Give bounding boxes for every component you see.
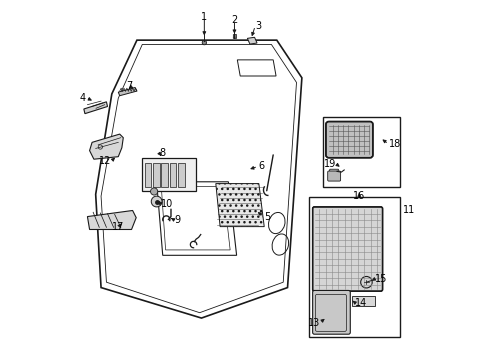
Bar (144, 163, 151, 187)
FancyBboxPatch shape (312, 291, 349, 334)
Bar (351, 296, 375, 306)
Text: 1: 1 (201, 12, 207, 22)
Bar (142, 158, 196, 191)
Text: 8: 8 (159, 148, 165, 158)
Polygon shape (89, 134, 123, 159)
Bar (153, 163, 159, 187)
Polygon shape (83, 102, 107, 114)
Polygon shape (87, 211, 136, 229)
Text: 10: 10 (161, 199, 173, 210)
Bar (323, 117, 400, 187)
Polygon shape (247, 37, 257, 44)
Text: 3: 3 (255, 21, 261, 31)
Text: 6: 6 (258, 161, 264, 171)
Text: 18: 18 (388, 139, 400, 149)
Bar (308, 197, 400, 337)
Bar (161, 163, 167, 187)
Circle shape (151, 196, 162, 207)
Text: 5: 5 (264, 212, 270, 221)
Circle shape (202, 41, 206, 45)
Text: 15: 15 (375, 274, 387, 284)
FancyBboxPatch shape (327, 171, 340, 181)
Bar (178, 163, 184, 187)
Text: 19: 19 (323, 159, 335, 169)
Polygon shape (328, 169, 338, 174)
Text: 12: 12 (99, 156, 111, 166)
Bar (233, 34, 235, 39)
Text: 17: 17 (112, 222, 124, 232)
FancyBboxPatch shape (325, 122, 372, 158)
Text: 9: 9 (174, 215, 181, 225)
Bar (169, 163, 176, 187)
Text: 13: 13 (307, 318, 319, 328)
Text: 11: 11 (402, 206, 414, 216)
Text: 16: 16 (352, 191, 365, 201)
FancyBboxPatch shape (312, 207, 382, 291)
Text: 14: 14 (354, 298, 366, 308)
Circle shape (150, 188, 158, 195)
Text: 4: 4 (80, 93, 86, 103)
Text: 7: 7 (125, 81, 132, 91)
Polygon shape (118, 87, 137, 96)
Polygon shape (215, 184, 264, 226)
Text: 2: 2 (231, 15, 237, 26)
